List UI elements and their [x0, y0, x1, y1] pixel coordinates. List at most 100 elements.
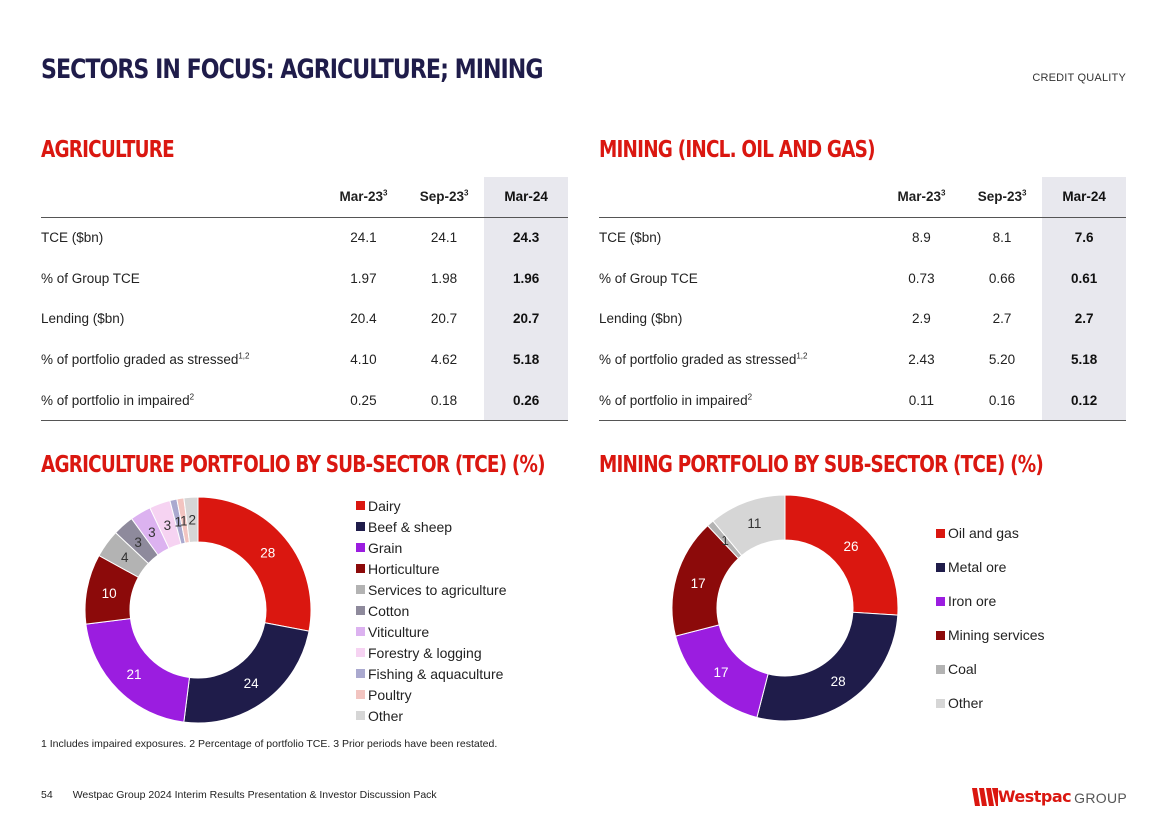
table-header-row: Mar-233 Sep-233 Mar-24 — [41, 177, 568, 218]
table-cell: 2.9 — [912, 311, 931, 327]
table-cell: 1.96 — [484, 257, 568, 299]
agriculture-chart-title: AGRICULTURE PORTFOLIO BY SUB-SECTOR (TCE… — [41, 452, 546, 478]
legend-swatch — [356, 585, 365, 594]
legend-item: Other — [936, 686, 1044, 720]
legend-item: Cotton — [356, 600, 507, 621]
row-label: TCE ($bn) — [41, 230, 104, 246]
table-cell: 7.6 — [1042, 217, 1126, 258]
table-cell: 2.7 — [1042, 298, 1126, 340]
row-label: Lending ($bn) — [599, 311, 683, 327]
slice-label: 28 — [831, 674, 846, 689]
table-cell: 0.16 — [961, 380, 1043, 422]
legend-label: Horticulture — [368, 560, 440, 577]
legend-item: Services to agriculture — [356, 579, 507, 600]
legend-swatch — [356, 690, 365, 699]
slice-label: 2 — [189, 513, 197, 528]
legend-item: Grain — [356, 537, 507, 558]
slice-label: 24 — [244, 676, 260, 691]
legend-item: Metal ore — [936, 550, 1044, 584]
legend-label: Services to agriculture — [368, 581, 507, 598]
slice-label: 21 — [126, 667, 141, 682]
table-cell: 0.61 — [1042, 257, 1126, 299]
slice-label: 17 — [713, 665, 728, 680]
legend-swatch — [936, 562, 945, 572]
table-row: Lending ($bn) 2.9 2.7 2.7 — [599, 298, 1126, 340]
row-label: % of portfolio in impaired2 — [599, 380, 882, 422]
table-cell: 0.25 — [323, 380, 404, 422]
logo-wordmark: Westpac — [997, 787, 1072, 806]
table-row: % of portfolio graded as stressed1,2 4.10… — [41, 339, 568, 381]
legend-swatch — [936, 630, 945, 640]
slice-label: 1 — [175, 515, 183, 530]
legend-swatch — [356, 543, 365, 552]
slice-label: 1 — [180, 514, 188, 529]
table-row: % of portfolio graded as stressed1,2 2.43… — [599, 339, 1126, 381]
donut-slice — [183, 622, 310, 724]
table-cell: 4.10 — [350, 352, 377, 368]
table-cell: 5.18 — [484, 339, 568, 381]
column-header: Mar-233 — [881, 177, 962, 218]
legend-label: Coal — [948, 661, 977, 677]
table-cell: 0.11 — [881, 380, 962, 422]
table-cell: 0.26 — [484, 380, 568, 422]
row-label: % of Group TCE — [599, 270, 698, 286]
legend-swatch — [356, 711, 365, 720]
table-cell: 5.18 — [1042, 339, 1126, 381]
legend-item: Dairy — [356, 495, 507, 516]
column-header: Mar-24 — [484, 177, 568, 218]
footer: 54 Westpac Group 2024 Interim Results Pr… — [41, 789, 437, 801]
agriculture-table: Mar-233 Sep-233 Mar-24 TCE ($bn) 24.1 24.1 24… — [41, 177, 568, 422]
table-cell: 8.9 — [912, 230, 931, 246]
table-row: TCE ($bn) 24.1 24.1 24.3 — [41, 217, 568, 258]
table-cell: 4.62 — [430, 352, 458, 368]
row-label: % of Group TCE — [41, 270, 140, 286]
footnote: 1 Includes impaired exposures. 2 Percent… — [41, 738, 498, 750]
legend-label: Forestry & logging — [368, 644, 482, 661]
table-cell: 8.1 — [992, 230, 1012, 246]
table-cell: 2.43 — [908, 352, 935, 368]
table-header-row: Mar-233 Sep-233 Mar-24 — [599, 177, 1126, 218]
mining-heading: MINING (INCL. OIL AND GAS) — [599, 137, 876, 163]
agriculture-legend: Dairy Beef & sheep Grain Horticulture Servic… — [356, 495, 507, 726]
westpac-logo: Westpac GROUP — [971, 784, 1127, 806]
legend-label: Fishing & aquaculture — [368, 665, 504, 682]
legend-item: Oil and gas — [936, 516, 1044, 550]
slice-label: 28 — [260, 545, 275, 560]
row-label: % of portfolio in impaired2 — [41, 380, 324, 422]
agriculture-heading: AGRICULTURE — [41, 137, 175, 163]
legend-item: Horticulture — [356, 558, 507, 579]
table-row: TCE ($bn) 8.9 8.1 7.6 — [599, 217, 1126, 258]
row-label: % of portfolio graded as stressed1,2 — [41, 351, 250, 368]
legend-swatch — [936, 698, 945, 708]
legend-label: Dairy — [368, 497, 401, 514]
legend-item: Mining services — [936, 618, 1044, 652]
legend-swatch — [356, 606, 365, 615]
table-cell: 0.73 — [908, 270, 935, 286]
slice-label: 10 — [102, 586, 117, 601]
legend-swatch — [356, 501, 365, 510]
legend-item: Forestry & logging — [356, 642, 507, 663]
slice-label: 3 — [148, 525, 156, 540]
legend-item: Fishing & aquaculture — [356, 663, 507, 684]
legend-swatch — [356, 627, 365, 636]
donut-slice — [712, 494, 786, 557]
row-label: Lending ($bn) — [41, 311, 125, 327]
legend-swatch — [936, 528, 945, 538]
mining-legend: Oil and gas Metal ore Iron ore Mining servi… — [936, 516, 1044, 720]
legend-label: Other — [948, 695, 984, 711]
donut-slice — [784, 494, 899, 616]
mining-table: Mar-233 Sep-233 Mar-24 TCE ($bn) 8.9 8.1 7.6%… — [599, 177, 1126, 422]
slice-label: 17 — [691, 576, 706, 591]
table-row: % of portfolio in impaired2 0.25 0.18 0.26 — [41, 380, 568, 422]
column-header: Sep-233 — [961, 177, 1043, 218]
row-label: TCE ($bn) — [599, 230, 662, 246]
donut-slice — [197, 496, 312, 632]
legend-item: Beef & sheep — [356, 516, 507, 537]
legend-item: Viticulture — [356, 621, 507, 642]
slice-label: 4 — [121, 550, 129, 565]
table-row: % of portfolio in impaired2 0.11 0.16 0.12 — [599, 380, 1126, 422]
table-row: % of Group TCE 1.97 1.98 1.96 — [41, 257, 568, 299]
table-cell: 1.98 — [430, 270, 458, 286]
table-row: % of Group TCE 0.73 0.66 0.61 — [599, 257, 1126, 299]
